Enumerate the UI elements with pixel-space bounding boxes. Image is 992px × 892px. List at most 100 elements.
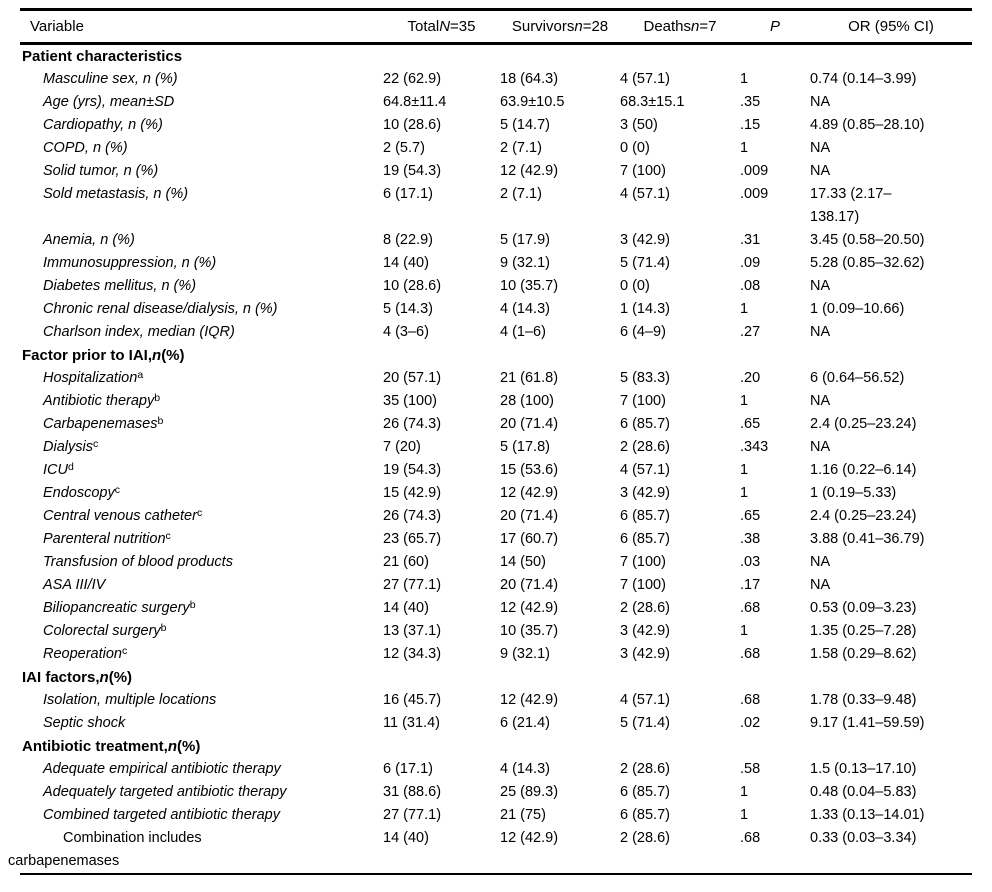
table-row: ASA III/IV 27 (77.1) 20 (71.4) 7 (100) .17 NA <box>20 574 972 597</box>
cell-p: .68 <box>740 646 761 662</box>
cell-survivors: 10 (35.7) <box>500 278 559 294</box>
cell-total: 15 (42.9) <box>383 485 442 501</box>
cell-survivors: 4 (1–6) <box>500 324 546 340</box>
cell-or: 0.53 (0.09–3.23) <box>810 600 917 616</box>
table-row: Adequately targeted antibiotic therapy 31… <box>20 781 972 804</box>
cell-or: 17.33 (2.17– 138.17) <box>810 186 892 225</box>
table-row: Combination includes carbapenemases 14 (4… <box>8 827 972 874</box>
table-row: Sold metastasis, n (%) 6 (17.1) 2 (7.1) 4 (… <box>20 183 972 229</box>
cell-p: 1 <box>740 140 749 156</box>
table-row: Age (yrs), mean±SD 64.8±11.4 63.9±10.5 68.3… <box>20 91 972 114</box>
italic-text: n <box>152 347 162 364</box>
cell-variable: Biliopancreatic surgeryb <box>43 599 196 616</box>
cell-or: 4.89 (0.85–28.10) <box>810 117 925 133</box>
cell-variable: COPD, n (%) <box>43 140 128 156</box>
cell-or: NA <box>810 140 831 156</box>
cell-variable: Combined targeted antibiotic therapy <box>43 807 280 823</box>
cell-survivors: 20 (71.4) <box>500 416 559 432</box>
cell-p: .02 <box>740 715 761 731</box>
cell-or: 1 (0.09–10.66) <box>810 301 905 317</box>
cell-or: 1.35 (0.25–7.28) <box>810 623 917 639</box>
cell-total: 19 (54.3) <box>383 163 442 179</box>
cell-deaths: 68.3±15.1 <box>620 94 685 110</box>
cell-p: .35 <box>740 94 761 110</box>
cell-total: 4 (3–6) <box>383 324 429 340</box>
cell-variable: ASA III/IV <box>43 577 106 593</box>
section-header-row: Antibiotic treatment,n(%) <box>20 735 972 758</box>
cell-or: 1.78 (0.33–9.48) <box>810 692 917 708</box>
cell-deaths: 0 (0) <box>620 278 650 294</box>
cell-deaths: 6 (85.7) <box>620 508 670 524</box>
cell-survivors: 12 (42.9) <box>500 163 559 179</box>
cell-survivors: 2 (7.1) <box>500 186 542 202</box>
cell-survivors: 12 (42.9) <box>500 692 559 708</box>
cell-p: .009 <box>740 186 769 202</box>
section-header-row: Patient characteristics <box>20 44 972 69</box>
table-row: Anemia, n (%) 8 (22.9) 5 (17.9) 3 (42.9) .31… <box>20 229 972 252</box>
cell-p: 1 <box>740 393 749 409</box>
section-title: Factor prior to IAI,n(%) <box>22 347 185 364</box>
header-row: Variable TotalN=35 Survivorsn=28 Deathsn=7 P… <box>20 9 972 45</box>
table-row: Adequate empirical antibiotic therapy 6 (… <box>20 758 972 781</box>
cell-p: .009 <box>740 163 769 179</box>
cell-survivors: 25 (89.3) <box>500 784 559 800</box>
table-head: Variable TotalN=35 Survivorsn=28 Deathsn=7 P… <box>20 9 972 45</box>
cell-total: 11 (31.4) <box>383 715 440 731</box>
cell-deaths: 4 (57.1) <box>620 462 670 478</box>
table-row: Charlson index, median (IQR) 4 (3–6) 4 (1–… <box>20 321 972 344</box>
cell-total: 7 (20) <box>383 439 421 455</box>
footnote-marker: b <box>154 392 161 404</box>
cell-p: 1 <box>740 462 749 478</box>
table-row: Masculine sex, n (%) 22 (62.9) 18 (64.3) 4 … <box>20 68 972 91</box>
cell-total: 26 (74.3) <box>383 508 442 524</box>
footnote-marker: d <box>67 461 74 473</box>
cell-p: .20 <box>740 370 761 386</box>
italic-text: n <box>691 18 700 35</box>
cell-total: 5 (14.3) <box>383 301 433 317</box>
cell-survivors: 5 (17.8) <box>500 439 550 455</box>
cell-total: 6 (17.1) <box>383 761 433 777</box>
cell-total: 64.8±11.4 <box>383 94 447 110</box>
cell-survivors: 2 (7.1) <box>500 140 542 156</box>
cell-p: 1 <box>740 623 749 639</box>
cell-or: 5.28 (0.85–32.62) <box>810 255 925 271</box>
cell-deaths: 7 (100) <box>620 554 666 570</box>
table-row: Biliopancreatic surgeryb 14 (40) 12 (42.9)… <box>20 597 972 620</box>
cell-variable: Age (yrs), mean±SD <box>43 94 175 110</box>
cell-survivors: 4 (14.3) <box>500 761 550 777</box>
cell-deaths: 3 (42.9) <box>620 646 670 662</box>
cell-variable: Reoperationc <box>43 645 128 662</box>
cell-total: 14 (40) <box>383 830 429 846</box>
italic-text: n <box>99 669 109 686</box>
cell-deaths: 1 (14.3) <box>620 301 670 317</box>
cell-variable: Dialysisc <box>43 438 99 455</box>
cell-p: .68 <box>740 600 761 616</box>
outcome-statistics-table: Variable TotalN=35 Survivorsn=28 Deathsn=7 P… <box>8 8 972 875</box>
cell-variable: Isolation, multiple locations <box>43 692 217 708</box>
footnote-marker: b <box>160 622 167 634</box>
cell-or: 1.16 (0.22–6.14) <box>810 462 917 478</box>
cell-variable: Adequately targeted antibiotic therapy <box>43 784 287 800</box>
cell-total: 27 (77.1) <box>383 577 442 593</box>
cell-or: 9.17 (1.41–59.59) <box>810 715 925 731</box>
table-row: Dialysisc 7 (20) 5 (17.8) 2 (28.6) .343 NA <box>20 436 972 459</box>
cell-or: NA <box>810 554 831 570</box>
cell-p: .31 <box>740 232 761 248</box>
table-row: Cardiopathy, n (%) 10 (28.6) 5 (14.7) 3 (50… <box>20 114 972 137</box>
cell-total: 20 (57.1) <box>383 370 442 386</box>
cell-variable: Charlson index, median (IQR) <box>43 324 235 340</box>
italic-text: n <box>167 738 178 755</box>
cell-variable: Adequate empirical antibiotic therapy <box>43 761 281 777</box>
cell-p: 1 <box>740 71 749 87</box>
section-header-row: Factor prior to IAI,n(%) <box>20 344 972 367</box>
cell-total: 22 (62.9) <box>383 71 442 87</box>
cell-deaths: 7 (100) <box>620 577 666 593</box>
cell-variable: Combination includes carbapenemases <box>8 827 383 874</box>
table-row: COPD, n (%) 2 (5.7) 2 (7.1) 0 (0) 1 NA <box>20 137 972 160</box>
cell-variable: Sold metastasis, n (%) <box>43 186 189 202</box>
cell-deaths: 5 (71.4) <box>620 255 670 271</box>
cell-or: NA <box>810 163 831 179</box>
cell-variable: Transfusion of blood products <box>43 554 233 570</box>
cell-total: 14 (40) <box>383 255 429 271</box>
cell-or: NA <box>810 94 831 110</box>
